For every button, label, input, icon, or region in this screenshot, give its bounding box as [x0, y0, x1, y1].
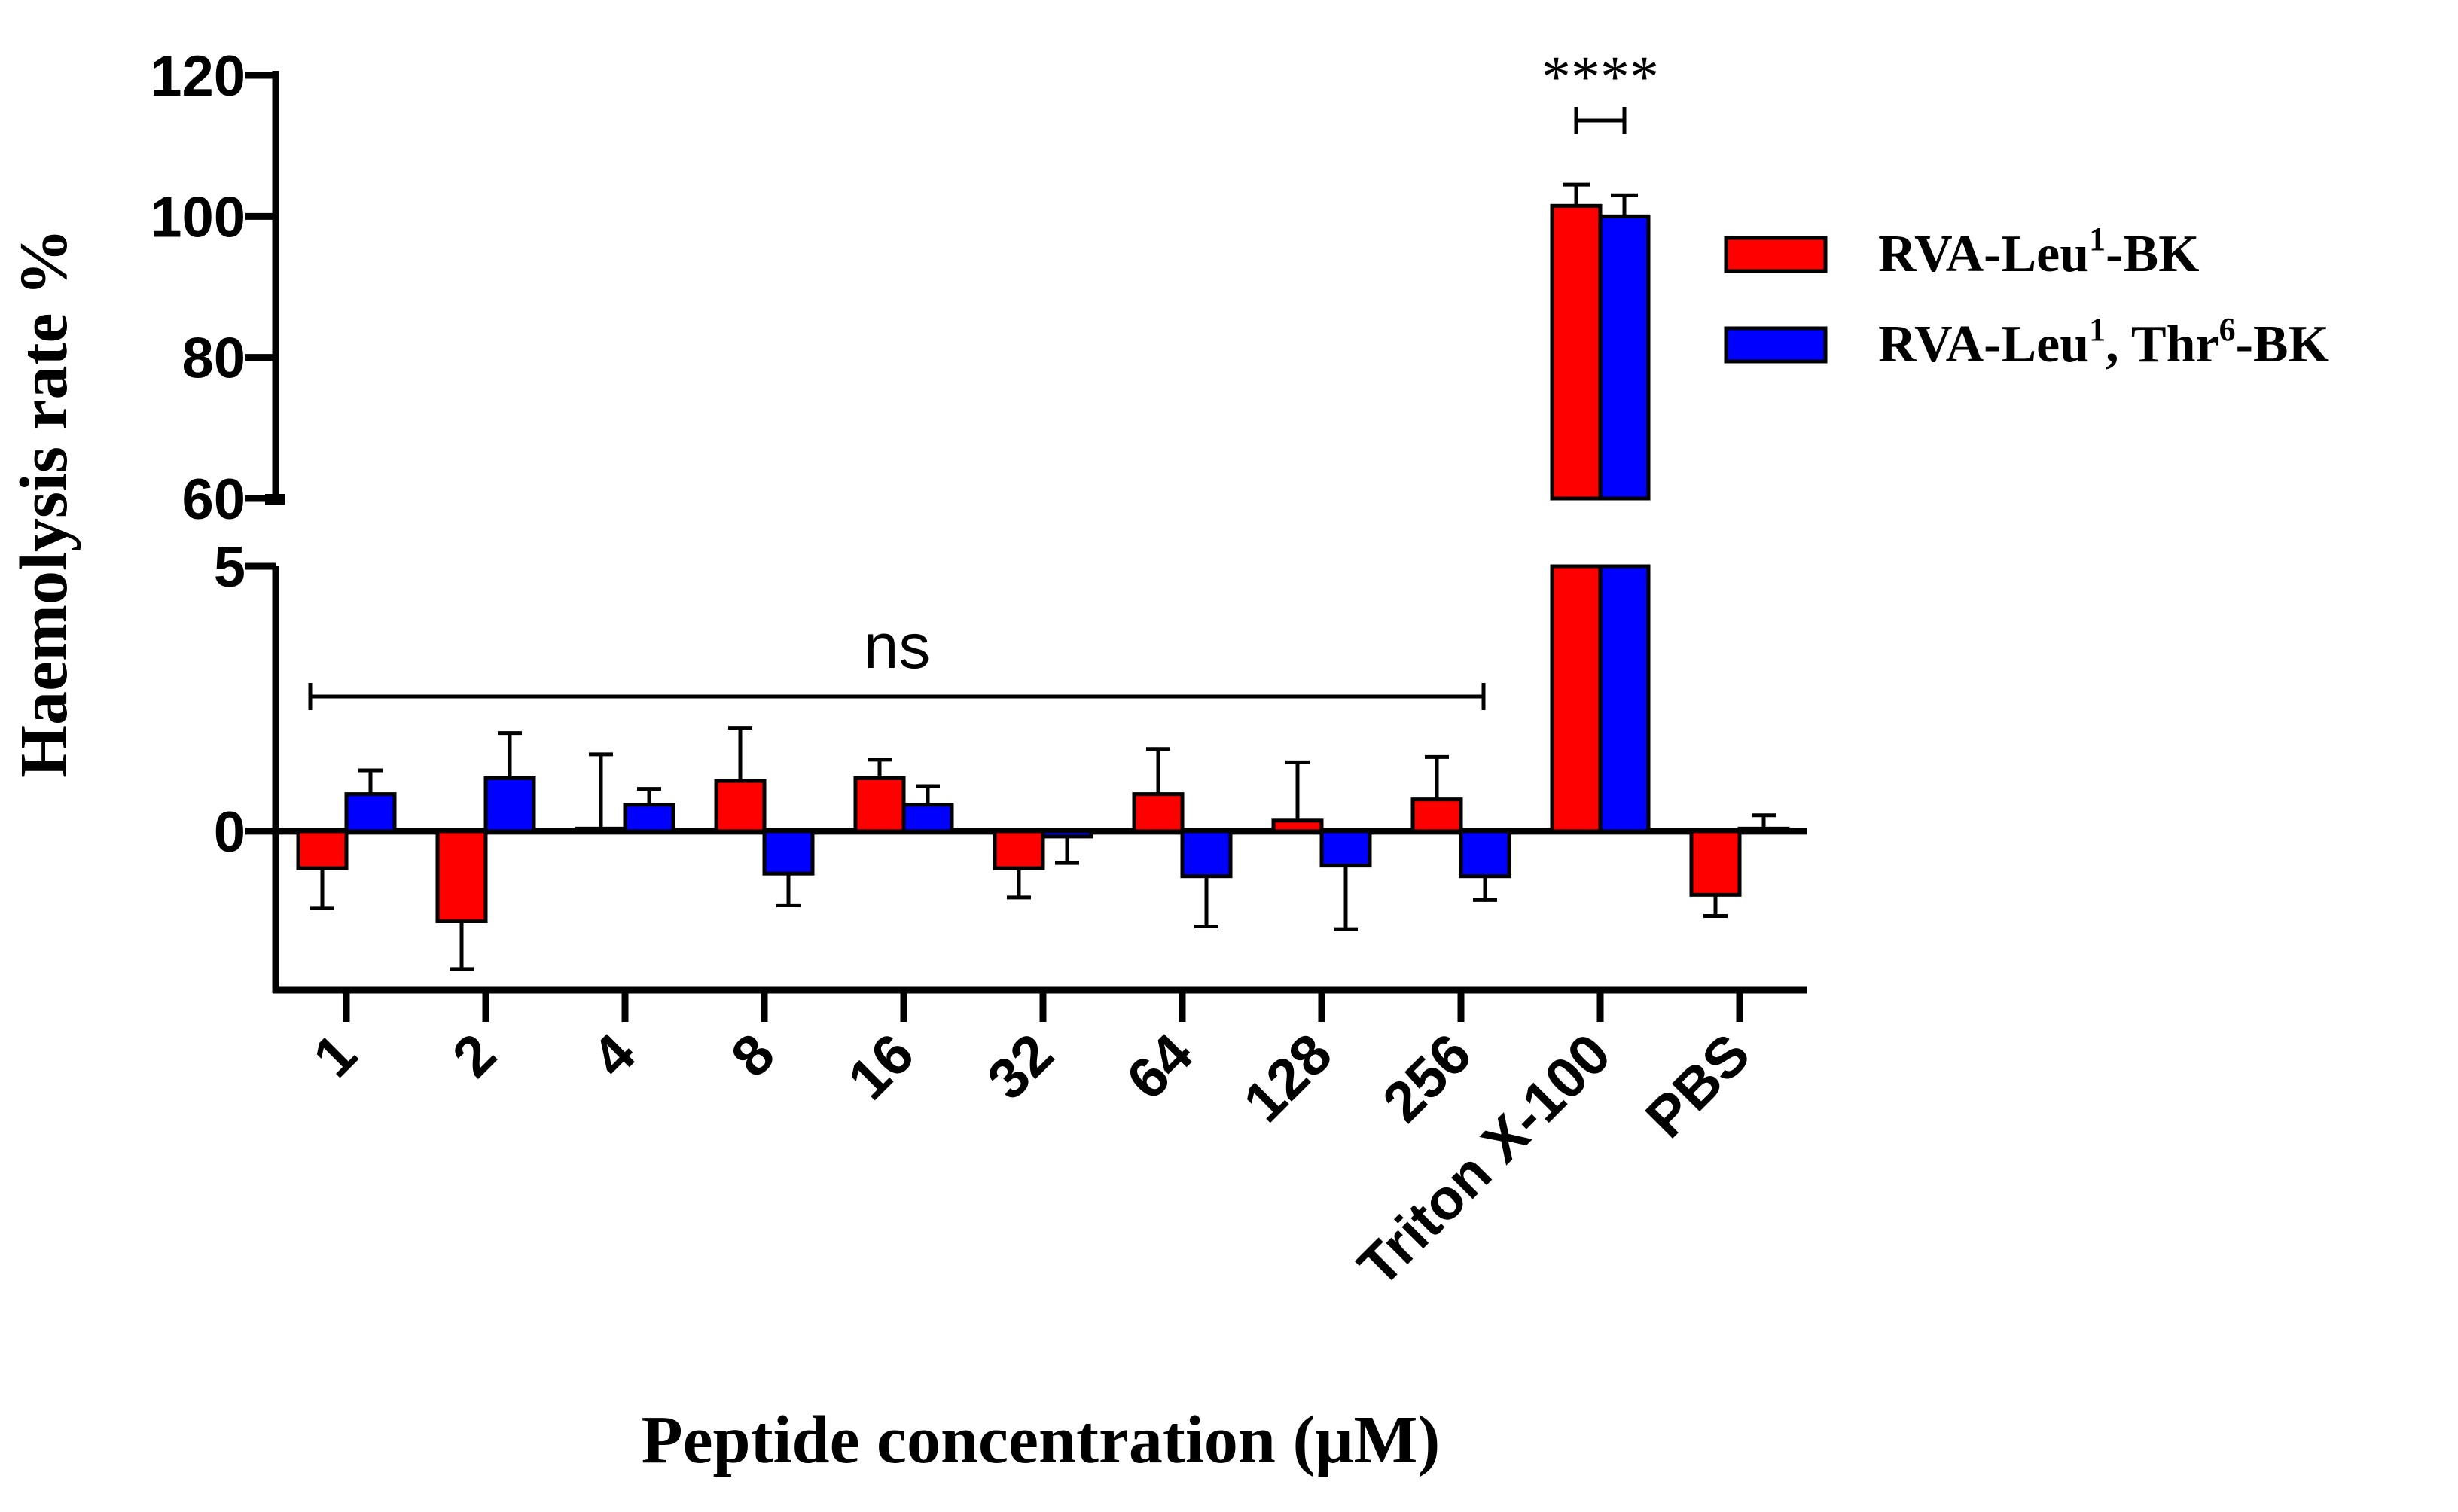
bar-blue-8 [762, 829, 815, 876]
x-tick-label-4: 4 [580, 1022, 648, 1090]
x-tick-label-Triton X-100: Triton X-100 [1346, 1022, 1623, 1299]
y-tick-label-120: 120 [150, 44, 245, 108]
bar-red-Triton X-100-lower [1550, 564, 1603, 834]
bar-blue-16 [901, 803, 954, 834]
x-tick-label-8: 8 [719, 1022, 787, 1090]
y-axis-title: Haemolysis rate % [7, 228, 81, 778]
ns-annotation: ns [864, 611, 931, 681]
bar-red-256 [1410, 797, 1463, 834]
x-tick-label-1: 1 [301, 1022, 369, 1090]
significance-annotation: **** [1542, 44, 1659, 109]
bar-red-4 [575, 826, 627, 834]
y-tick-label-100: 100 [150, 185, 245, 249]
y-tick-label-5: 5 [214, 535, 245, 599]
x-tick-label-128: 128 [1231, 1022, 1344, 1135]
x-axis-title: Peptide concentration (μM) [642, 1403, 1441, 1477]
bar-red-32 [993, 829, 1045, 870]
bar-blue-1 [344, 792, 397, 834]
x-tick-label-16: 16 [836, 1022, 926, 1112]
y-tick-label-0: 0 [214, 800, 245, 864]
bar-blue-Triton X-100-lower [1598, 564, 1651, 834]
x-tick-label-32: 32 [975, 1022, 1066, 1112]
y-tick-label-60: 60 [181, 468, 245, 532]
bar-red-16 [853, 776, 906, 834]
legend-label-blue: RVA-Leu1, Thr6-BK [1878, 311, 2329, 373]
bar-red-8 [714, 779, 767, 834]
bar-blue-64 [1180, 829, 1233, 879]
x-tick-label-64: 64 [1115, 1022, 1205, 1112]
legend-swatch-blue [1724, 326, 1828, 364]
x-tick-label-PBS: PBS [1633, 1022, 1762, 1151]
bar-blue-2 [483, 776, 536, 834]
y-tick-label-80: 80 [181, 327, 245, 391]
bar-red-1 [296, 829, 349, 870]
bar-red-PBS [1689, 829, 1742, 897]
legend-swatch-red [1724, 236, 1828, 273]
bar-blue-PBS [1737, 826, 1790, 834]
bar-blue-Triton X-100-upper [1598, 214, 1651, 501]
bar-red-Triton X-100-upper [1550, 203, 1603, 501]
bar-red-64 [1132, 792, 1185, 834]
x-tick-label-256: 256 [1371, 1022, 1484, 1135]
bar-blue-128 [1319, 829, 1372, 868]
bar-blue-256 [1459, 829, 1511, 879]
bar-red-2 [435, 829, 488, 924]
bar-blue-4 [623, 803, 675, 834]
bar-red-128 [1271, 818, 1324, 834]
x-tick-label-2: 2 [441, 1022, 508, 1090]
bar-blue-32 [1041, 829, 1093, 839]
legend-label-red: RVA-Leu1-BK [1878, 221, 2200, 283]
